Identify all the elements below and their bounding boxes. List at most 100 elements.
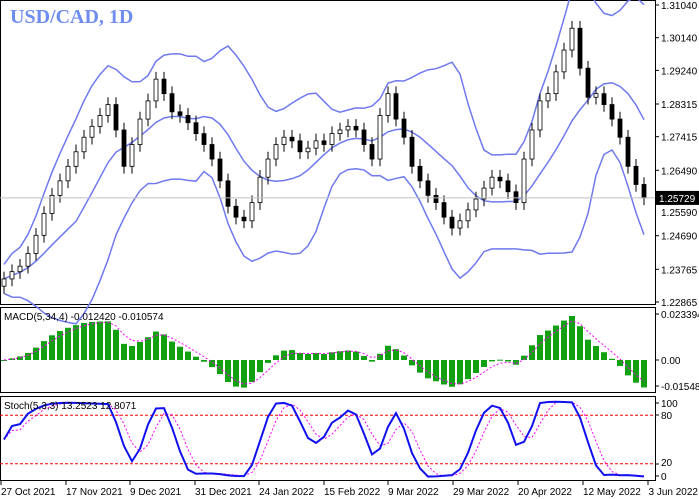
candle-body [441, 202, 447, 218]
candle-body [25, 253, 31, 267]
macd-bar [449, 360, 455, 387]
bollinger-l-band [3, 148, 645, 325]
candle-body [401, 118, 407, 138]
candle-body [57, 180, 63, 196]
candle-body [161, 78, 167, 95]
stoch-signal-line [3, 401, 645, 477]
candle-body [545, 93, 551, 102]
candle-body [489, 176, 495, 189]
candle-body [497, 176, 503, 182]
candle-body [417, 165, 423, 182]
macd-bar [161, 334, 167, 360]
macd-bar [89, 321, 95, 360]
macd-bar [425, 360, 431, 379]
macd-tick-label: 0.023394 [661, 310, 699, 321]
date-tick-label: 17 Nov 2021 [66, 487, 123, 498]
macd-bar [409, 360, 415, 366]
candle-body [257, 176, 263, 204]
candle-body [481, 187, 487, 200]
candle-body [97, 115, 103, 127]
main-panel [0, 0, 656, 305]
macd-bar [521, 355, 527, 360]
candle-body [65, 165, 71, 182]
date-tick-label: 20 Apr 2022 [518, 487, 572, 498]
macd-bar [1, 360, 7, 361]
candle-body [553, 71, 559, 95]
macd-bar [241, 360, 247, 388]
candle-body [81, 136, 87, 153]
stoch-tick-label: 0 [661, 472, 667, 483]
candle-body [193, 122, 199, 135]
macd-bar [121, 343, 127, 360]
candle-body [385, 93, 391, 116]
candle-body [633, 165, 639, 185]
candle-body [145, 100, 151, 120]
price-tick-label: 1.26490 [661, 166, 698, 177]
candle-body [361, 129, 367, 145]
macd-bar [289, 350, 295, 360]
macd-bar [577, 326, 583, 360]
macd-bar [193, 356, 199, 360]
candle-body [561, 49, 567, 73]
candle-body [425, 180, 431, 196]
macd-bar [337, 351, 343, 360]
stoch-label: Stoch(5,3,3) 13.2523 12.8071 [4, 401, 137, 412]
candle-body [49, 194, 55, 214]
candle-body [353, 125, 359, 131]
candle-body [137, 118, 143, 145]
price-tick-label: 1.30140 [661, 34, 698, 45]
macd-bar [329, 352, 335, 360]
date-tick-label: 29 Mar 2022 [453, 487, 510, 498]
macd-bar [465, 360, 471, 380]
macd-bar [361, 356, 367, 360]
macd-bar [505, 360, 511, 362]
macd-bar [209, 360, 215, 368]
macd-bar [217, 360, 223, 375]
macd-bar [137, 341, 143, 360]
candle-body [209, 144, 215, 160]
candle-body [465, 209, 471, 222]
macd-bar [305, 353, 311, 360]
candle-body [105, 104, 111, 116]
candle-body [457, 220, 463, 229]
macd-bar [641, 360, 647, 388]
candle-body [201, 133, 207, 145]
candle-body [177, 111, 183, 116]
macd-bar [233, 360, 239, 387]
macd-bar [569, 316, 575, 360]
price-tick-label: 1.31040 [661, 1, 698, 12]
candle-body [569, 27, 575, 51]
macd-signal-line [3, 320, 645, 385]
candle-body [185, 115, 191, 124]
date-tick-label: 27 Oct 2021 [1, 487, 56, 498]
price-tick-label: 1.27415 [661, 133, 698, 144]
macd-bar [129, 345, 135, 360]
macd-bar [257, 360, 263, 373]
candle-body [617, 118, 623, 138]
candle-body [345, 125, 351, 131]
macd-bar [617, 360, 623, 366]
candle-body [577, 27, 583, 69]
candle-body [473, 198, 479, 211]
candle-body [121, 129, 127, 167]
candle-body [17, 265, 23, 273]
candle-body [73, 151, 79, 167]
macd-bar [97, 321, 103, 360]
candle-body [225, 180, 231, 207]
candle-body [113, 104, 119, 131]
macd-bar [529, 345, 535, 360]
date-tick-label: 12 May 2022 [583, 487, 641, 498]
stoch-tick-label: 100 [661, 399, 678, 410]
candle-body [409, 136, 415, 167]
candle-body [513, 191, 519, 204]
macd-bar [513, 360, 519, 365]
candle-body [241, 216, 247, 222]
macd-bar [585, 339, 591, 360]
candle-body [9, 271, 15, 280]
candle-body [129, 144, 135, 167]
candle-body [593, 93, 599, 98]
candle-body [601, 93, 607, 105]
candle-body [529, 129, 535, 160]
